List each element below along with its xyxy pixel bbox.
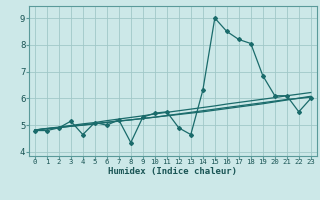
X-axis label: Humidex (Indice chaleur): Humidex (Indice chaleur) [108, 167, 237, 176]
